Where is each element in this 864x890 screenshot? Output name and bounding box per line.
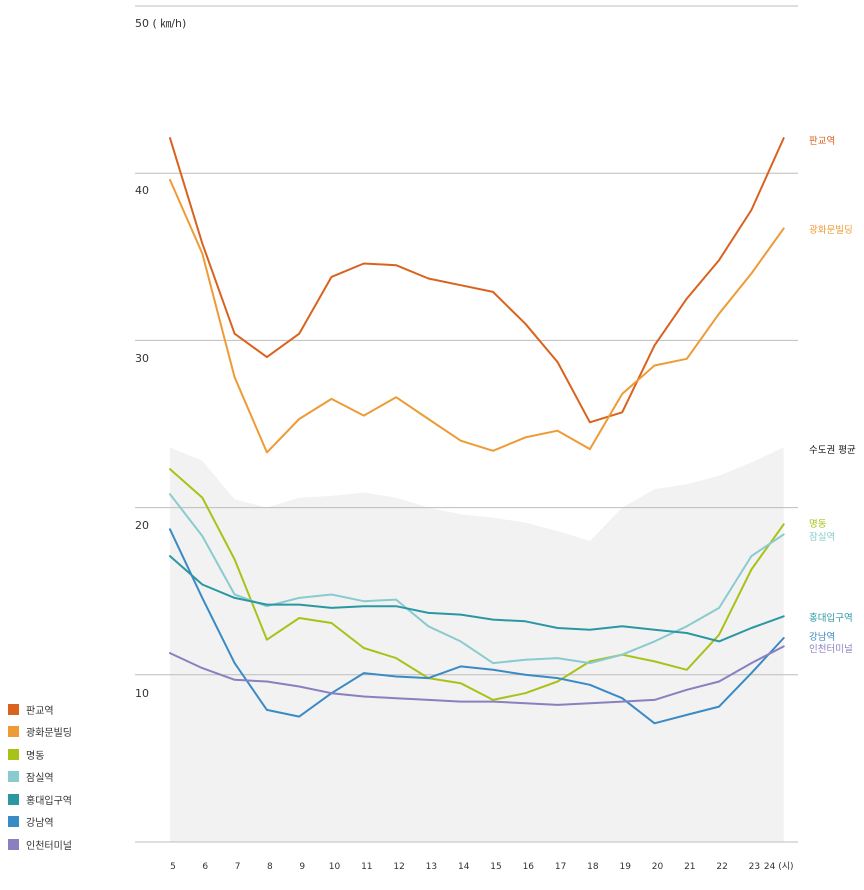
legend-label: 인천터미널 (26, 840, 72, 852)
series-line-홍대입구역 (169, 555, 785, 643)
end-label-광화문빌딩: 광화문빌딩 (809, 224, 853, 236)
x-tick-label: 15 (490, 862, 501, 872)
x-tick-labels: 5 6 7 8 9 10 11 12 13 14 15 16 17 18 19 20 21 22 23 24 (시) (170, 861, 793, 872)
legend-swatch (8, 838, 19, 850)
average-area (170, 447, 784, 842)
end-labels: 판교역 광화문빌딩 수도권 평균 명동 잠실역 홍대입구역 강남역 인천터미널 (809, 136, 856, 655)
legend-swatch (8, 771, 19, 783)
legend-label: 광화문빌딩 (26, 728, 72, 740)
legend-swatch (8, 703, 19, 715)
legend-item-광화문빌딩: 광화문빌딩 (8, 721, 128, 744)
x-tick-label: 10 (329, 862, 341, 872)
legend-item-강남역: 강남역 (8, 811, 128, 834)
legend-item-홍대입구역: 홍대입구역 (8, 788, 128, 811)
legend-swatch (8, 793, 19, 805)
x-tick-label: 14 (458, 862, 470, 872)
area-layer (170, 447, 784, 842)
x-tick-label: 22 (716, 862, 727, 872)
end-label-수도권-평균: 수도권 평균 (809, 444, 856, 456)
x-tick-label: 24 (시) (764, 861, 794, 872)
y-tick-label: 30 (135, 352, 149, 365)
x-tick-label: 16 (523, 862, 535, 872)
legend-label: 잠실역 (26, 773, 54, 785)
legend-swatch (8, 816, 19, 828)
legend-swatch (8, 748, 19, 760)
legend-item-잠실역: 잠실역 (8, 766, 128, 789)
legend-label: 홍대입구역 (26, 795, 72, 807)
x-tick-label: 5 (170, 862, 176, 872)
legend-item-판교역: 판교역 (8, 698, 128, 721)
y-tick-labels: 50 ( ㎞/h) 40 30 20 10 (135, 17, 186, 700)
x-tick-label: 8 (267, 862, 273, 872)
series-line-판교역 (169, 137, 785, 424)
legend-item-명동: 명동 (8, 743, 128, 766)
x-tick-label: 6 (202, 862, 208, 872)
x-tick-label: 11 (361, 862, 372, 872)
y-unit-label: 50 ( ㎞/h) (135, 17, 186, 30)
legend: 판교역 광화문빌딩 명동 잠실역 홍대입구역 강남역 인천터미널 (8, 698, 128, 856)
x-tick-label: 20 (652, 862, 664, 872)
series-line-광화문빌딩 (169, 178, 785, 454)
x-tick-label: 7 (235, 862, 241, 872)
x-tick-label: 13 (426, 862, 437, 872)
end-label-명동: 명동 (809, 519, 827, 530)
y-tick-label: 40 (135, 184, 149, 197)
series-line-명동 (169, 468, 785, 701)
x-tick-label: 17 (555, 862, 566, 872)
legend-item-인천터미널: 인천터미널 (8, 833, 128, 856)
y-tick-label: 20 (135, 519, 149, 532)
series-layer (169, 137, 785, 725)
end-label-판교역: 판교역 (809, 136, 835, 147)
end-label-홍대입구역: 홍대입구역 (809, 612, 853, 624)
end-label-잠실역: 잠실역 (809, 532, 835, 543)
legend-label: 판교역 (26, 705, 54, 717)
x-tick-label: 9 (299, 862, 305, 872)
x-tick-label: 23 (749, 862, 760, 872)
series-line-인천터미널 (169, 645, 785, 706)
x-tick-label: 19 (619, 862, 631, 872)
end-label-강남역: 강남역 (809, 632, 835, 643)
x-tick-label: 21 (684, 862, 695, 872)
series-line-강남역 (169, 528, 785, 725)
end-label-인천터미널: 인천터미널 (809, 644, 853, 655)
legend-label: 강남역 (26, 818, 54, 830)
legend-swatch (8, 726, 19, 738)
x-tick-label: 12 (393, 862, 404, 872)
legend-label: 명동 (26, 750, 45, 762)
y-tick-label: 10 (135, 687, 149, 700)
x-tick-label: 18 (587, 862, 599, 872)
